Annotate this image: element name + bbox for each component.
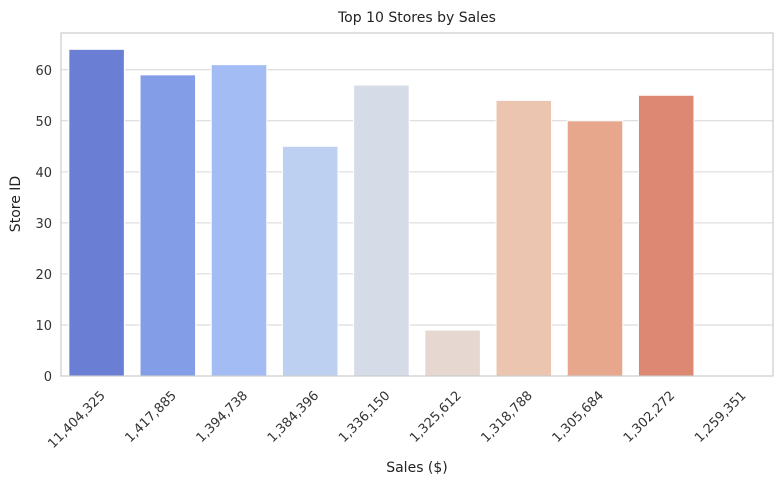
y-tick-label: 20: [35, 268, 52, 283]
x-tick-label: 1,394,738: [194, 388, 251, 445]
bar: [139, 74, 197, 377]
y-axis-label: Store ID: [8, 176, 24, 232]
x-tick-label: 1,302,272: [621, 388, 678, 445]
x-tick-label: 1,318,788: [478, 388, 535, 445]
bar: [210, 64, 268, 377]
y-tick-label: 30: [35, 217, 52, 232]
x-tick-label: 11,404,325: [45, 388, 108, 451]
bar: [566, 120, 624, 377]
x-tick-label: 1,305,684: [550, 388, 607, 445]
x-tick-labels: 11,404,325 1,417,885 1,394,738 1,384,396 1,3…: [45, 388, 749, 451]
bar: [68, 48, 125, 377]
y-tick-label: 60: [35, 64, 52, 79]
y-tick-label: 40: [35, 166, 52, 181]
x-tick-label: 1,259,351: [692, 388, 749, 445]
y-tick-label: 50: [35, 115, 52, 130]
bar: [424, 329, 481, 377]
x-tick-label: 1,336,150: [336, 388, 393, 445]
y-tick-label: 0: [44, 370, 52, 385]
x-tick-label: 1,384,396: [265, 388, 322, 445]
bar: [353, 84, 410, 377]
x-tick-label: 1,325,612: [407, 388, 464, 445]
chart-title: Top 10 Stores by Sales: [337, 10, 496, 26]
x-axis-label: Sales ($): [386, 460, 448, 476]
bar: [281, 145, 339, 377]
y-tick-labels: 0 10 20 30 40 50 60: [35, 64, 52, 385]
y-tick-label: 10: [35, 319, 52, 334]
bar: [637, 94, 695, 377]
x-tick-label: 1,417,885: [122, 388, 179, 445]
bar: [495, 99, 553, 377]
plot-frame: [60, 32, 774, 377]
